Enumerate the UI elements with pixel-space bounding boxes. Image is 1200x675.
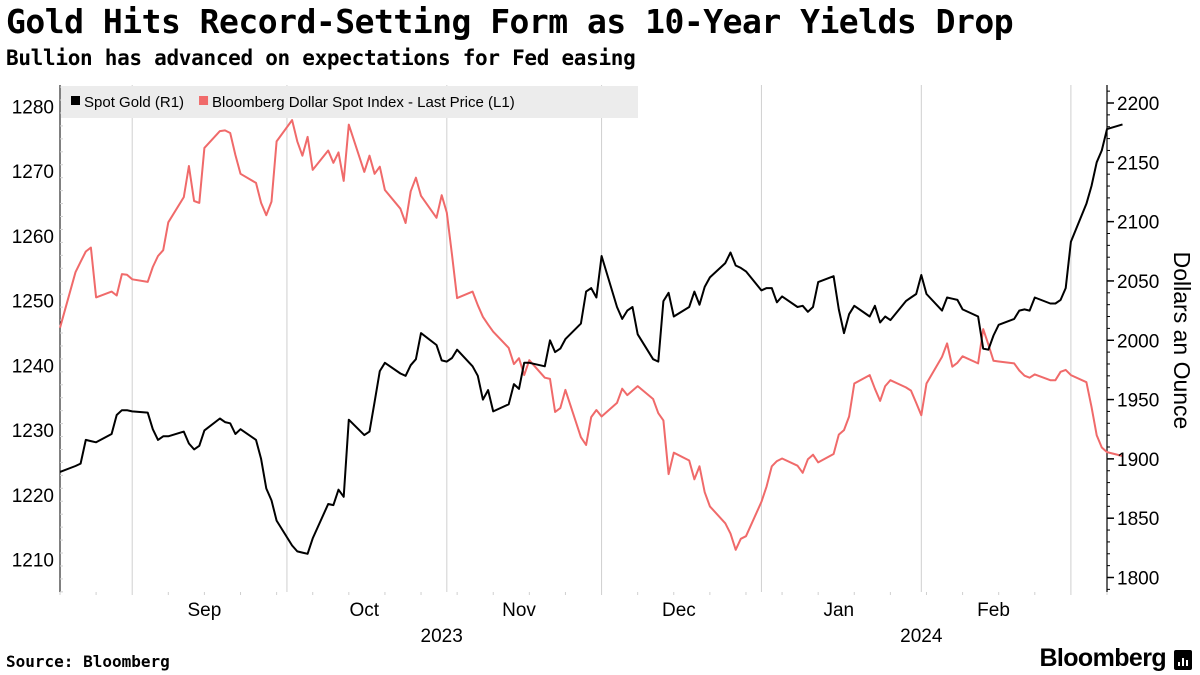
x-month-label: Nov [502,600,536,621]
x-year-label: 2024 [900,626,943,647]
left-tick-label: 1270 [12,162,54,183]
left-tick-label: 1220 [12,486,54,507]
dollar-index-series-line [59,119,1123,551]
legend-box [61,86,638,118]
right-tick-label: 2150 [1117,153,1159,174]
right-tick-label: 2200 [1117,94,1159,115]
x-month-label: Jan [823,600,854,621]
right-axis-title: Dollars an Ounce [1169,252,1195,430]
bloomberg-bars-icon [1174,650,1192,670]
left-tick-label: 1280 [12,98,54,119]
series-lines [59,119,1123,555]
chart-title: Gold Hits Record-Setting Form as 10-Year… [6,2,1014,41]
left-tick-label: 1260 [12,227,54,248]
spot-gold-series-line [59,123,1123,555]
x-month-label: Oct [350,600,380,621]
legend-swatch-dollar [199,96,209,105]
right-tick-label: 1850 [1117,509,1159,530]
tick-labels: 1210 1220 1230 1240 1250 1260 1270 1280 1800 1850… [12,94,1195,647]
source-note: Source: Bloomberg [6,652,170,671]
chart-subtitle: Bullion has advanced on expectations for… [6,46,636,70]
axes [59,85,1114,595]
left-tick-label: 1240 [12,356,54,377]
legend-label-dollar: Bloomberg Dollar Spot Index - Last Price… [212,94,515,111]
brand-logo-text: Bloomberg [1039,644,1166,672]
right-tick-label: 2050 [1117,272,1159,293]
x-month-label: Dec [662,600,696,621]
x-month-label: Feb [977,600,1010,621]
legend-swatch-gold [71,96,80,105]
right-tick-label: 1900 [1117,450,1159,471]
right-tick-label: 1950 [1117,391,1159,412]
right-tick-label: 1800 [1117,569,1159,590]
x-month-label: Sep [188,600,222,621]
right-tick-label: 2000 [1117,331,1159,352]
x-year-label: 2023 [421,626,463,647]
legend: Spot Gold (R1) Bloomberg Dollar Spot Inde… [61,86,638,118]
left-tick-label: 1250 [12,292,54,313]
left-tick-label: 1210 [12,551,54,572]
grid-lines [131,85,1072,592]
right-tick-label: 2100 [1117,213,1159,234]
legend-label-gold: Spot Gold (R1) [84,94,184,111]
left-tick-label: 1230 [12,421,54,442]
